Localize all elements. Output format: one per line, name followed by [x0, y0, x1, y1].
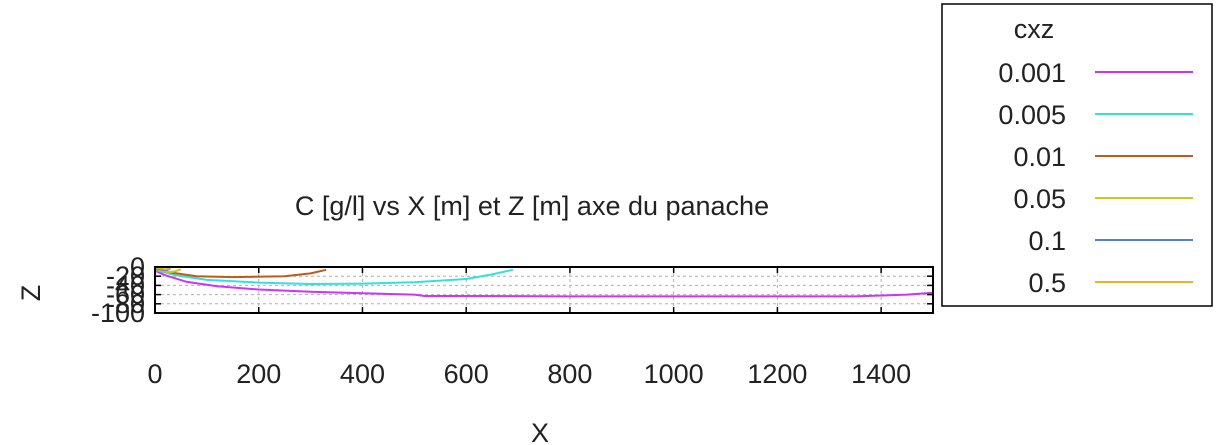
x-tick-label: 200: [236, 359, 281, 389]
y-tick-label: -40: [106, 270, 145, 300]
legend-label-0.05: 0.05: [1013, 184, 1066, 214]
x-tick-label: 1400: [851, 359, 911, 389]
legend-label-0.005: 0.005: [998, 100, 1066, 130]
chart-title: C [g/l] vs X [m] et Z [m] axe du panache: [295, 191, 769, 221]
plot-frame: [154, 266, 934, 314]
x-tick-label: 0: [147, 359, 162, 389]
x-axis-label: X: [531, 418, 549, 445]
x-tick-label: 600: [444, 359, 489, 389]
series-line-0.005: [154, 268, 514, 285]
series-line-0.001: [154, 269, 934, 298]
legend-title: cxz: [1014, 14, 1055, 44]
x-tick-label: 800: [547, 359, 592, 389]
plot-area: [154, 266, 934, 298]
y-axis-label: Z: [16, 285, 46, 302]
y-tick-label: -20: [106, 261, 145, 291]
x-axis: 0 200 400 600 800 1000 1200 1400: [147, 267, 911, 389]
y-tick-label: -100: [91, 298, 145, 328]
y-tick-label: 0: [130, 252, 145, 282]
legend-label-0.001: 0.001: [998, 58, 1066, 88]
legend-label-0.1: 0.1: [1028, 226, 1066, 256]
x-tick-label: 1000: [644, 359, 704, 389]
legend: cxz 0.001 0.005 0.01 0.05 0.1 0.5: [941, 3, 1213, 307]
x-tick-label: 400: [340, 359, 385, 389]
y-tick-label: -60: [106, 280, 145, 310]
y-axis: 0-20-40-60-80-100: [91, 252, 933, 328]
y-tick-label: -80: [106, 289, 145, 319]
x-tick-label: 1200: [747, 359, 807, 389]
legend-label-0.01: 0.01: [1013, 142, 1066, 172]
legend-label-0.5: 0.5: [1028, 268, 1066, 298]
